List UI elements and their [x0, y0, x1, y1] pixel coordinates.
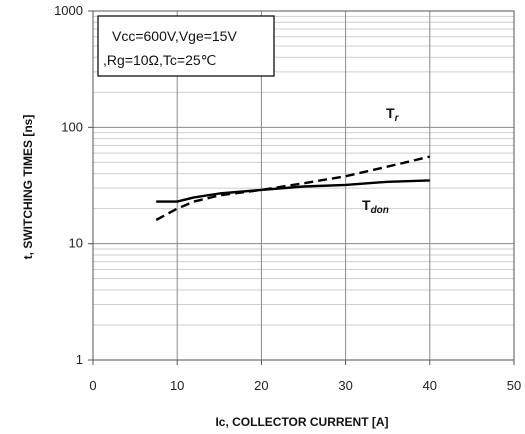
y-tick-label: 100 — [61, 119, 83, 134]
series-line-tr — [155, 155, 431, 221]
x-axis-ticks: 0 10 20 30 40 50 — [89, 360, 521, 393]
x-tick-label: 20 — [254, 378, 268, 393]
condition-annotation: Vcc=600V,Vge=15V ,Rg=10Ω,Tc=25℃ — [97, 15, 275, 77]
minor-gridlines — [93, 15, 514, 326]
y-axis-ticks: 1 10 100 1000 — [54, 3, 93, 367]
x-tick-label: 0 — [89, 378, 96, 393]
series-line-tdon — [156, 179, 430, 203]
x-tick-label: 30 — [338, 378, 352, 393]
series-label-tdon: Tdon — [362, 197, 389, 216]
series-label-tdon-sub: don — [371, 205, 389, 216]
annotation-line-2: ,Rg=10Ω,Tc=25℃ — [103, 52, 216, 68]
series-label-tr-sub: r — [395, 113, 400, 124]
y-tick-label: 10 — [69, 236, 83, 251]
plot-frame — [92, 10, 515, 361]
x-tick-label: 40 — [423, 378, 437, 393]
series-label-tr-main: T — [386, 105, 395, 121]
x-tick-label: 10 — [170, 378, 184, 393]
annotation-line-1: Vcc=600V,Vge=15V — [112, 28, 237, 44]
series-label-tdon-main: T — [362, 197, 371, 213]
series-lines — [155, 155, 431, 221]
series-label-tr: Tr — [386, 105, 400, 124]
y-axis-title: t, SWITCHING TIMES [ns] — [21, 115, 35, 260]
annotation-box — [97, 15, 275, 77]
x-tick-label: 50 — [507, 378, 521, 393]
y-tick-label: 1000 — [54, 3, 83, 18]
y-tick-label: 1 — [76, 352, 83, 367]
x-axis-title: Ic, COLLECTOR CURRENT [A] — [215, 415, 388, 429]
